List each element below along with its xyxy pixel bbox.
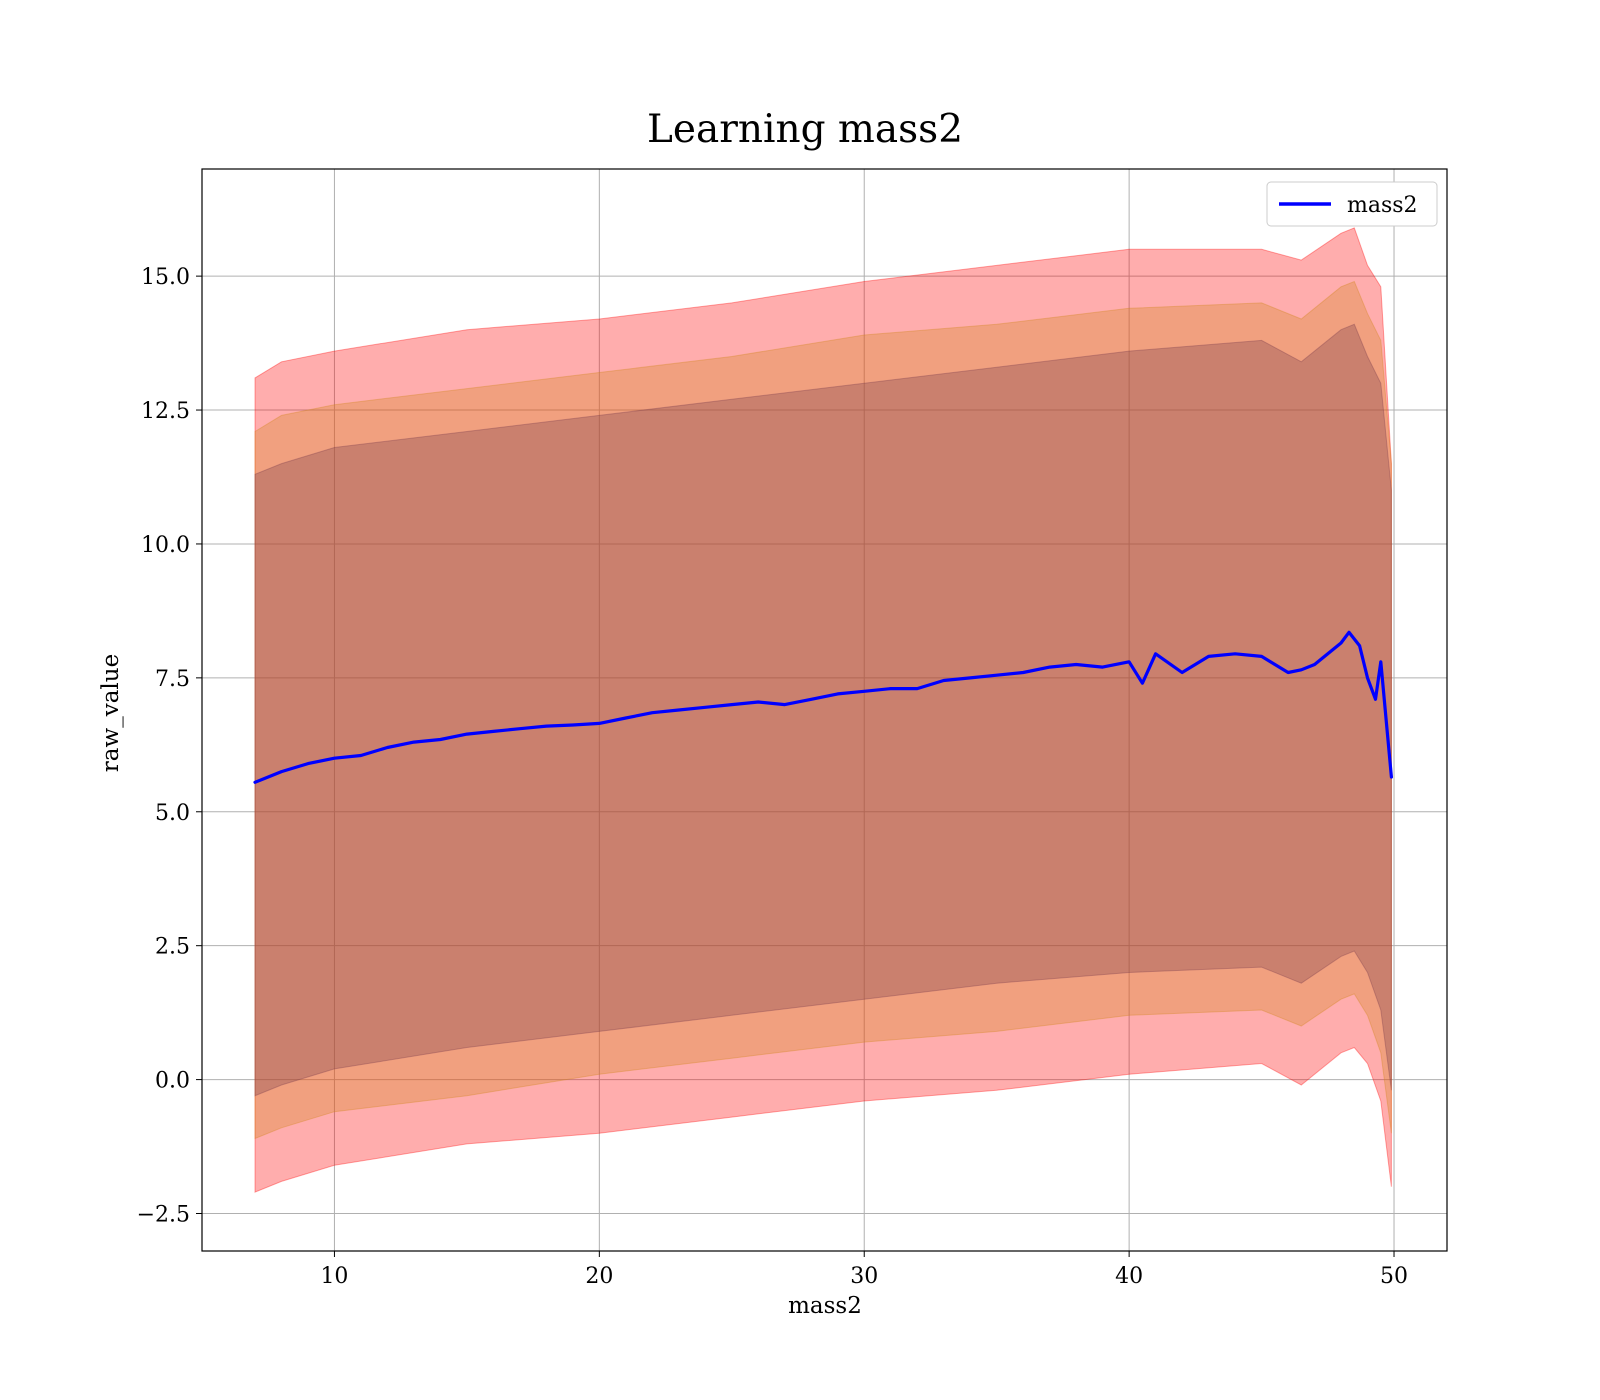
x-tick-label: 40 xyxy=(1115,1264,1143,1289)
chart-title: Learning mass2 xyxy=(647,107,963,152)
grid xyxy=(202,169,1447,1251)
legend-entry: mass2 xyxy=(1347,193,1418,218)
confidence-bands xyxy=(254,227,1392,1193)
x-tick-label: 30 xyxy=(850,1264,878,1289)
y-tick-label: 7.5 xyxy=(155,667,190,692)
x-tick-label: 10 xyxy=(320,1264,348,1289)
y-tick-label: −2.5 xyxy=(137,1203,190,1228)
y-tick-label: 15.0 xyxy=(141,265,190,290)
x-axis-label: mass2 xyxy=(788,1293,862,1319)
legend-box xyxy=(1266,181,1438,227)
y-tick-label: 10.0 xyxy=(141,533,190,558)
x-tick-label: 20 xyxy=(585,1264,613,1289)
legend: mass2 xyxy=(1266,181,1438,227)
series-lines xyxy=(253,630,1394,784)
y-tick-label: 2.5 xyxy=(155,935,190,960)
y-axis-label: raw_value xyxy=(98,654,124,772)
x-ticks: 10 20 30 40 50 xyxy=(320,1251,1408,1289)
series-line-0 xyxy=(253,630,1394,784)
confidence-band-2 xyxy=(254,323,1392,1097)
confidence-band-1 xyxy=(254,280,1392,1140)
y-ticks: −2.5 0.0 2.5 5.0 7.5 10.0 12.5 15.0 xyxy=(137,265,202,1228)
confidence-band-0 xyxy=(254,227,1392,1193)
x-tick-label: 50 xyxy=(1380,1264,1408,1289)
plot-frame xyxy=(201,168,1448,1252)
y-tick-label: 12.5 xyxy=(141,399,190,424)
y-tick-label: 0.0 xyxy=(155,1069,190,1094)
y-tick-label: 5.0 xyxy=(155,801,190,826)
